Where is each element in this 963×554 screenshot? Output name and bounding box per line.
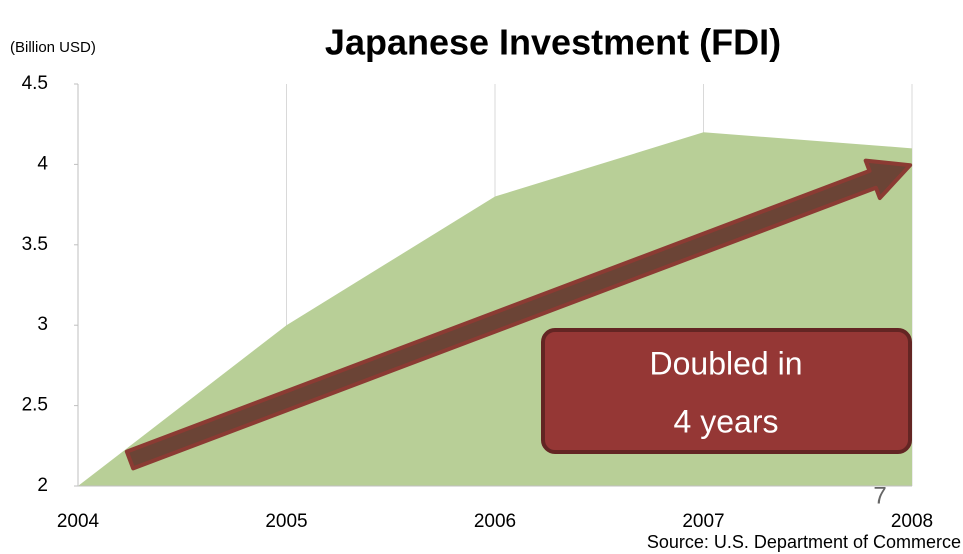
x-tick-label: 2008 [891, 511, 933, 532]
callout-text: 4 years [674, 403, 779, 439]
x-tick-label: 2004 [57, 511, 100, 532]
y-tick-label: 3 [37, 314, 48, 335]
source-note: Source: U.S. Department of Commerce [647, 532, 961, 552]
x-tick-label: 2005 [265, 511, 307, 532]
y-tick-label: 2 [37, 475, 48, 496]
y-tick-label: 4.5 [22, 73, 48, 94]
y-tick-label: 4 [37, 153, 48, 174]
arrow [124, 158, 913, 471]
callout-box [541, 328, 912, 454]
arrow-shape [124, 158, 913, 471]
chart-title: Japanese Investment (FDI) [325, 22, 781, 63]
callout-text: Doubled in [650, 345, 803, 381]
x-tick-label: 2006 [474, 511, 516, 532]
page-number: 7 [873, 482, 886, 509]
y-tick-label: 3.5 [22, 234, 48, 255]
x-tick-label: 2007 [682, 511, 724, 532]
y-unit: (Billion USD) [10, 39, 96, 56]
y-tick-label: 2.5 [22, 395, 48, 416]
plot: 2004 2005 2006 2007 2008 2 2.5 3 3.5 4 4.5 [22, 73, 934, 532]
